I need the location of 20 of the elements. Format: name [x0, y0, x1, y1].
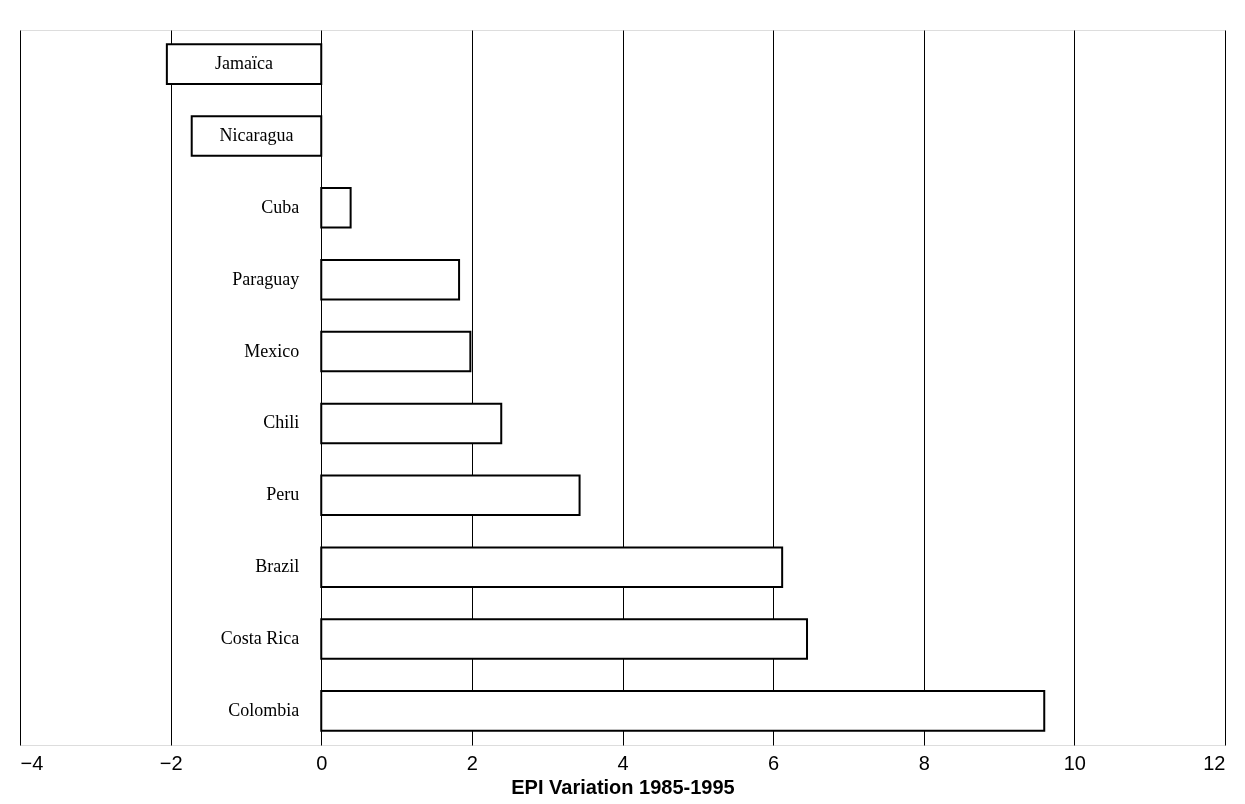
y-tick-label: Paraguay [232, 268, 300, 289]
y-tick-label: Cuba [261, 196, 300, 217]
x-axis-title: EPI Variation 1985-1995 [511, 775, 735, 798]
y-tick-label: Peru [266, 484, 300, 505]
x-tick-label: 10 [1063, 751, 1086, 774]
x-tick-label: −4 [20, 751, 44, 774]
y-tick-label: Chili [263, 412, 300, 433]
y-tick-label: Nicaragua [219, 124, 294, 145]
x-tick-label: 6 [768, 751, 780, 774]
y-tick-label: Brazil [255, 556, 300, 577]
x-tick-label: 4 [617, 751, 629, 774]
y-tick-label: Costa Rica [220, 628, 300, 649]
x-tick-label: 0 [316, 751, 328, 774]
y-tick-label: Jamaïca [215, 53, 274, 74]
x-tick-label: −2 [159, 751, 183, 774]
x-tick-label: 2 [466, 751, 478, 774]
x-tick-label: 12 [1203, 751, 1226, 774]
y-tick-label: Colombia [228, 699, 300, 720]
x-tick-label: 8 [918, 751, 930, 774]
y-tick-label: Mexico [244, 340, 300, 361]
